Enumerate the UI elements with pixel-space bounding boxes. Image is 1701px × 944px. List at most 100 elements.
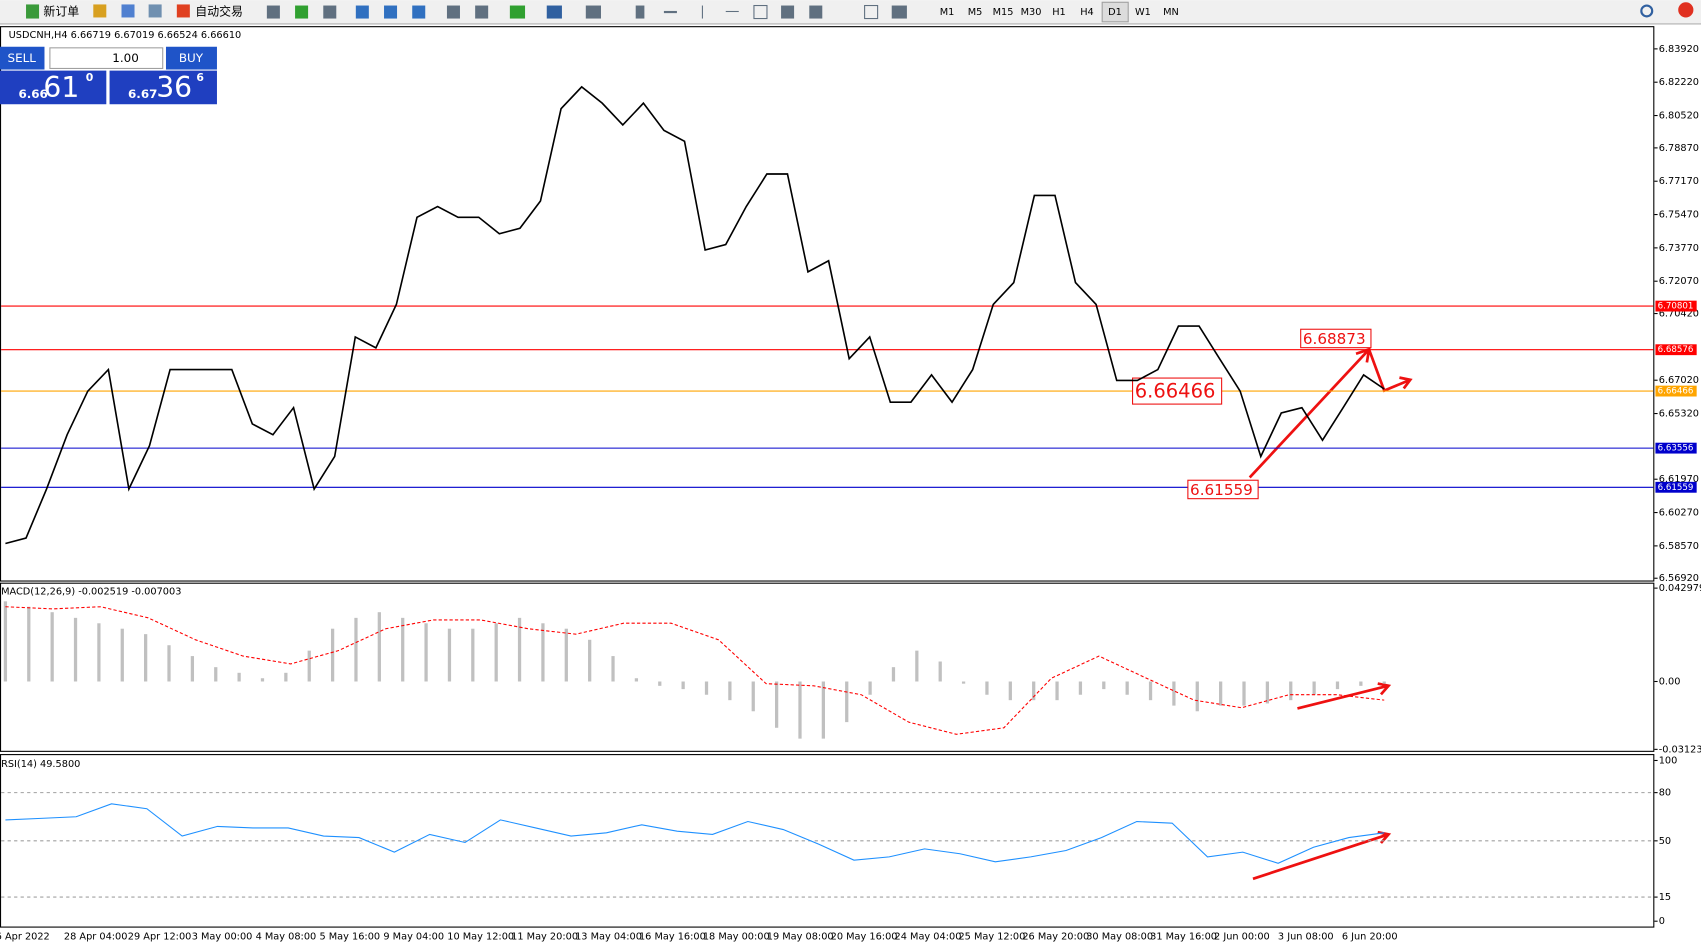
y-tick-label: 6.73770 — [1659, 243, 1699, 254]
annotation-label: 6.66466 — [1135, 380, 1216, 403]
icon[interactable] — [121, 4, 135, 18]
time-label: 28 Apr 04:00 — [64, 931, 128, 942]
y-tick-label: 6.70420 — [1659, 309, 1699, 320]
icon[interactable] — [509, 5, 526, 19]
y-tick-label: 0.042979 — [1659, 583, 1701, 594]
macd-bar — [634, 678, 639, 682]
macd-bar — [611, 656, 615, 682]
macd-bar — [1289, 681, 1293, 701]
icon[interactable] — [864, 4, 879, 20]
icon[interactable] — [323, 5, 337, 19]
annotation-label: 6.68873 — [1303, 330, 1366, 348]
time-label: 30 May 08:00 — [1086, 931, 1153, 942]
icon[interactable] — [781, 5, 795, 19]
macd-bar — [1008, 681, 1012, 701]
icon[interactable] — [701, 5, 703, 19]
timeframe-button[interactable]: H1 — [1052, 7, 1066, 18]
macd-bar — [284, 672, 288, 682]
macd-bar — [27, 606, 31, 682]
auto-trading-icon[interactable] — [176, 4, 190, 18]
icon[interactable] — [725, 10, 739, 13]
macd-bar — [50, 612, 54, 682]
icon[interactable] — [475, 5, 489, 19]
macd-bar — [1102, 681, 1106, 690]
icon[interactable] — [546, 5, 562, 19]
macd-bar — [681, 681, 685, 690]
timeframe-button[interactable]: W1 — [1135, 7, 1151, 18]
icon[interactable] — [266, 5, 280, 19]
macd-bar — [237, 672, 241, 682]
timeframe-button[interactable]: M1 — [940, 7, 955, 18]
level-label-bg — [1655, 385, 1697, 397]
lot-field[interactable] — [49, 47, 164, 69]
sell-label[interactable]: SELL — [8, 51, 37, 65]
tool-icons — [266, 4, 907, 20]
search-icon[interactable] — [1640, 4, 1654, 18]
timeframe-button[interactable]: D1 — [1108, 7, 1122, 18]
macd-bar — [1359, 681, 1363, 686]
sell-price-head[interactable]: 6.66 — [18, 87, 47, 101]
macd-bar — [728, 681, 732, 701]
macd-bar — [260, 678, 265, 682]
timeframe-button[interactable]: M5 — [968, 7, 983, 18]
timeframe-button[interactable]: M15 — [993, 7, 1014, 18]
timeframe-button[interactable]: MN — [1163, 7, 1179, 18]
icon[interactable] — [412, 5, 426, 19]
macd-bar — [1242, 681, 1246, 706]
icon[interactable] — [663, 10, 677, 14]
buy-price-big[interactable]: 36 — [156, 71, 192, 104]
macd-bar — [985, 681, 989, 695]
icon[interactable] — [891, 5, 907, 19]
new-order-button[interactable]: 新订单 — [43, 5, 79, 19]
level-label: 6.61559 — [1658, 483, 1694, 493]
macd-bar — [354, 617, 358, 682]
buy-label[interactable]: BUY — [179, 51, 204, 65]
sell-price-tail[interactable]: 0 — [86, 71, 94, 84]
icon[interactable] — [635, 5, 645, 19]
macd-bar — [97, 623, 101, 682]
lot-value[interactable]: 1.00 — [112, 51, 139, 65]
buy-price-head[interactable]: 6.67 — [128, 87, 157, 101]
y-tick-label: 6.67020 — [1659, 375, 1699, 386]
auto-trading-button[interactable]: 自动交易 — [195, 5, 243, 19]
level-label: 6.66466 — [1658, 387, 1694, 397]
macd-bar — [214, 667, 218, 682]
buy-button[interactable] — [165, 46, 217, 70]
sell-price-big[interactable]: 61 — [43, 71, 79, 104]
macd-bar — [307, 650, 311, 682]
notification-badge[interactable] — [1678, 2, 1694, 18]
macd-bar — [73, 617, 78, 682]
timeframe-button[interactable]: M30 — [1021, 7, 1042, 18]
icon[interactable] — [753, 4, 768, 20]
macd-bar — [517, 617, 522, 682]
time-label: 2 Jun 00:00 — [1214, 931, 1270, 942]
icon[interactable] — [809, 5, 823, 19]
macd-bar — [658, 681, 662, 686]
time-label: 24 May 04:00 — [895, 931, 962, 942]
icon[interactable] — [295, 5, 309, 19]
y-tick-label: 6.82220 — [1659, 77, 1699, 88]
buy-price-box[interactable] — [109, 70, 217, 105]
time-label: 25 May 12:00 — [958, 931, 1025, 942]
icon[interactable] — [148, 4, 162, 18]
rsi-line — [5, 803, 1385, 864]
icon[interactable] — [93, 4, 107, 18]
y-tick-label: 6.77170 — [1659, 176, 1699, 187]
icon[interactable] — [585, 5, 601, 19]
y-tick-label: 6.72070 — [1659, 276, 1699, 287]
new-order-icon[interactable] — [26, 4, 40, 19]
timeframe-button[interactable]: H4 — [1080, 7, 1094, 18]
icon[interactable] — [446, 5, 460, 19]
macd-title: MACD(12,26,9) -0.002519 -0.007003 — [1, 586, 181, 597]
icon[interactable] — [355, 5, 369, 19]
sell-button[interactable] — [0, 46, 45, 70]
icon[interactable] — [384, 5, 398, 19]
macd-bar — [1312, 681, 1316, 695]
macd-bar — [120, 628, 124, 682]
time-label: 16 May 16:00 — [639, 931, 706, 942]
active-timeframe-bg — [1101, 1, 1129, 23]
buy-price-tail[interactable]: 6 — [196, 71, 204, 84]
level-label-bg — [1655, 344, 1697, 356]
macd-bar — [471, 628, 475, 682]
sell-price-box[interactable] — [0, 70, 107, 105]
